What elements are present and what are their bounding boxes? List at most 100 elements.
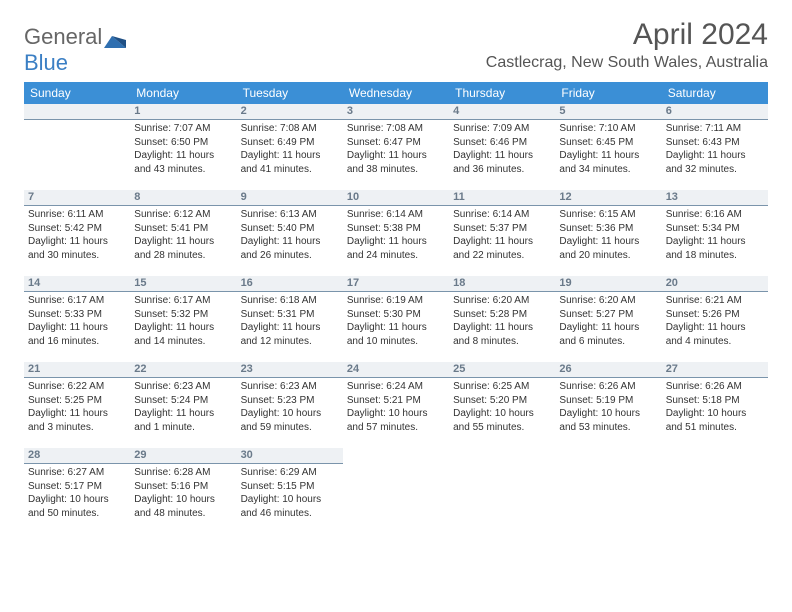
daylight-text-2: and 30 minutes. bbox=[28, 250, 126, 263]
sunset-text: Sunset: 5:31 PM bbox=[241, 309, 339, 322]
daylight-text-1: Daylight: 10 hours bbox=[28, 494, 126, 507]
brand-text-1: General bbox=[24, 24, 102, 49]
calendar-day-cell: 22Sunrise: 6:23 AMSunset: 5:24 PMDayligh… bbox=[130, 362, 236, 448]
daylight-text-2: and 32 minutes. bbox=[666, 164, 764, 177]
calendar-day-cell: 14Sunrise: 6:17 AMSunset: 5:33 PMDayligh… bbox=[24, 276, 130, 362]
calendar-day-cell: 1Sunrise: 7:07 AMSunset: 6:50 PMDaylight… bbox=[130, 104, 236, 190]
day-number: 2 bbox=[237, 104, 343, 120]
daylight-text-2: and 14 minutes. bbox=[134, 336, 232, 349]
title-block: April 2024 Castlecrag, New South Wales, … bbox=[486, 18, 768, 72]
day-info: Sunrise: 6:28 AMSunset: 5:16 PMDaylight:… bbox=[130, 464, 236, 524]
day-number: 30 bbox=[237, 448, 343, 464]
month-title: April 2024 bbox=[486, 18, 768, 52]
sunset-text: Sunset: 5:26 PM bbox=[666, 309, 764, 322]
day-info: Sunrise: 6:17 AMSunset: 5:32 PMDaylight:… bbox=[130, 292, 236, 352]
daylight-text-1: Daylight: 11 hours bbox=[241, 150, 339, 163]
calendar-day-cell bbox=[449, 448, 555, 534]
calendar-day-cell: 26Sunrise: 6:26 AMSunset: 5:19 PMDayligh… bbox=[555, 362, 661, 448]
daylight-text-2: and 41 minutes. bbox=[241, 164, 339, 177]
sunset-text: Sunset: 5:36 PM bbox=[559, 223, 657, 236]
sunrise-text: Sunrise: 6:12 AM bbox=[134, 209, 232, 222]
daylight-text-2: and 28 minutes. bbox=[134, 250, 232, 263]
sunrise-text: Sunrise: 7:07 AM bbox=[134, 123, 232, 136]
day-info: Sunrise: 6:14 AMSunset: 5:37 PMDaylight:… bbox=[449, 206, 555, 266]
sunset-text: Sunset: 5:32 PM bbox=[134, 309, 232, 322]
daylight-text-2: and 22 minutes. bbox=[453, 250, 551, 263]
day-info: Sunrise: 6:26 AMSunset: 5:19 PMDaylight:… bbox=[555, 378, 661, 438]
calendar-day-cell: 15Sunrise: 6:17 AMSunset: 5:32 PMDayligh… bbox=[130, 276, 236, 362]
daylight-text-1: Daylight: 10 hours bbox=[241, 408, 339, 421]
daylight-text-1: Daylight: 11 hours bbox=[347, 322, 445, 335]
daylight-text-1: Daylight: 11 hours bbox=[559, 322, 657, 335]
daylight-text-1: Daylight: 10 hours bbox=[134, 494, 232, 507]
calendar-day-cell: 7Sunrise: 6:11 AMSunset: 5:42 PMDaylight… bbox=[24, 190, 130, 276]
daylight-text-2: and 46 minutes. bbox=[241, 508, 339, 521]
calendar-table: SundayMondayTuesdayWednesdayThursdayFrid… bbox=[24, 82, 768, 534]
daylight-text-1: Daylight: 11 hours bbox=[134, 150, 232, 163]
daylight-text-2: and 4 minutes. bbox=[666, 336, 764, 349]
brand-flag-icon bbox=[104, 30, 126, 46]
calendar-day-cell: 20Sunrise: 6:21 AMSunset: 5:26 PMDayligh… bbox=[662, 276, 768, 362]
calendar-day-cell: 27Sunrise: 6:26 AMSunset: 5:18 PMDayligh… bbox=[662, 362, 768, 448]
calendar-week-row: 7Sunrise: 6:11 AMSunset: 5:42 PMDaylight… bbox=[24, 190, 768, 276]
daylight-text-1: Daylight: 10 hours bbox=[347, 408, 445, 421]
weekday-header: Thursday bbox=[449, 82, 555, 104]
empty-day bbox=[24, 104, 130, 120]
daylight-text-2: and 3 minutes. bbox=[28, 422, 126, 435]
daylight-text-1: Daylight: 11 hours bbox=[347, 236, 445, 249]
sunset-text: Sunset: 5:38 PM bbox=[347, 223, 445, 236]
sunset-text: Sunset: 5:41 PM bbox=[134, 223, 232, 236]
daylight-text-2: and 16 minutes. bbox=[28, 336, 126, 349]
daylight-text-1: Daylight: 11 hours bbox=[453, 150, 551, 163]
day-number: 3 bbox=[343, 104, 449, 120]
daylight-text-1: Daylight: 11 hours bbox=[347, 150, 445, 163]
day-info: Sunrise: 6:14 AMSunset: 5:38 PMDaylight:… bbox=[343, 206, 449, 266]
day-info: Sunrise: 6:27 AMSunset: 5:17 PMDaylight:… bbox=[24, 464, 130, 524]
calendar-day-cell bbox=[343, 448, 449, 534]
day-info: Sunrise: 6:13 AMSunset: 5:40 PMDaylight:… bbox=[237, 206, 343, 266]
day-info: Sunrise: 6:15 AMSunset: 5:36 PMDaylight:… bbox=[555, 206, 661, 266]
sunrise-text: Sunrise: 6:20 AM bbox=[559, 295, 657, 308]
day-number: 4 bbox=[449, 104, 555, 120]
day-info: Sunrise: 6:21 AMSunset: 5:26 PMDaylight:… bbox=[662, 292, 768, 352]
sunset-text: Sunset: 5:42 PM bbox=[28, 223, 126, 236]
day-number: 8 bbox=[130, 190, 236, 206]
daylight-text-1: Daylight: 10 hours bbox=[666, 408, 764, 421]
daylight-text-1: Daylight: 11 hours bbox=[241, 236, 339, 249]
daylight-text-2: and 6 minutes. bbox=[559, 336, 657, 349]
daylight-text-1: Daylight: 11 hours bbox=[241, 322, 339, 335]
sunset-text: Sunset: 5:19 PM bbox=[559, 395, 657, 408]
day-info: Sunrise: 6:29 AMSunset: 5:15 PMDaylight:… bbox=[237, 464, 343, 524]
daylight-text-1: Daylight: 10 hours bbox=[559, 408, 657, 421]
sunrise-text: Sunrise: 6:26 AM bbox=[559, 381, 657, 394]
daylight-text-1: Daylight: 11 hours bbox=[453, 236, 551, 249]
daylight-text-1: Daylight: 11 hours bbox=[134, 408, 232, 421]
sunrise-text: Sunrise: 6:28 AM bbox=[134, 467, 232, 480]
sunset-text: Sunset: 6:45 PM bbox=[559, 137, 657, 150]
day-number: 19 bbox=[555, 276, 661, 292]
sunset-text: Sunset: 5:40 PM bbox=[241, 223, 339, 236]
day-number: 18 bbox=[449, 276, 555, 292]
day-number: 11 bbox=[449, 190, 555, 206]
sunset-text: Sunset: 5:27 PM bbox=[559, 309, 657, 322]
sunset-text: Sunset: 5:20 PM bbox=[453, 395, 551, 408]
weekday-header: Friday bbox=[555, 82, 661, 104]
sunrise-text: Sunrise: 6:14 AM bbox=[347, 209, 445, 222]
daylight-text-1: Daylight: 11 hours bbox=[666, 322, 764, 335]
day-info: Sunrise: 6:20 AMSunset: 5:27 PMDaylight:… bbox=[555, 292, 661, 352]
daylight-text-1: Daylight: 10 hours bbox=[453, 408, 551, 421]
sunset-text: Sunset: 5:37 PM bbox=[453, 223, 551, 236]
day-info: Sunrise: 7:08 AMSunset: 6:47 PMDaylight:… bbox=[343, 120, 449, 180]
daylight-text-2: and 43 minutes. bbox=[134, 164, 232, 177]
calendar-week-row: 21Sunrise: 6:22 AMSunset: 5:25 PMDayligh… bbox=[24, 362, 768, 448]
day-number: 9 bbox=[237, 190, 343, 206]
sunrise-text: Sunrise: 6:14 AM bbox=[453, 209, 551, 222]
sunrise-text: Sunrise: 6:18 AM bbox=[241, 295, 339, 308]
calendar-day-cell: 19Sunrise: 6:20 AMSunset: 5:27 PMDayligh… bbox=[555, 276, 661, 362]
day-number: 5 bbox=[555, 104, 661, 120]
day-info: Sunrise: 7:11 AMSunset: 6:43 PMDaylight:… bbox=[662, 120, 768, 180]
calendar-day-cell: 9Sunrise: 6:13 AMSunset: 5:40 PMDaylight… bbox=[237, 190, 343, 276]
day-number: 20 bbox=[662, 276, 768, 292]
calendar-week-row: 1Sunrise: 7:07 AMSunset: 6:50 PMDaylight… bbox=[24, 104, 768, 190]
daylight-text-2: and 12 minutes. bbox=[241, 336, 339, 349]
